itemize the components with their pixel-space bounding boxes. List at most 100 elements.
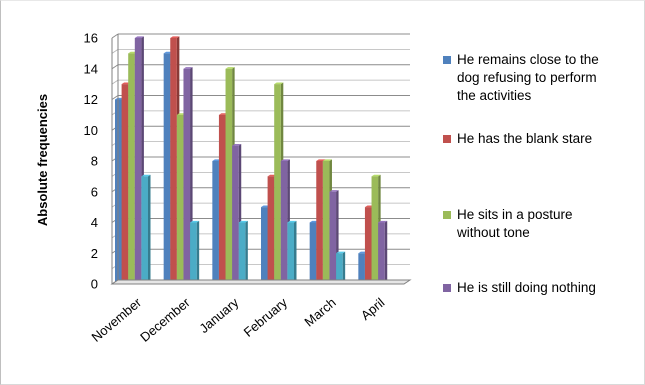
bar-front-face xyxy=(183,68,191,284)
bar-front-face xyxy=(212,161,219,284)
bar-front-face xyxy=(170,38,177,284)
legend-label-line: the activities xyxy=(457,88,532,103)
bar-front-face xyxy=(322,161,330,284)
bar-front-face xyxy=(238,222,246,284)
gridline-side xyxy=(111,49,119,54)
bar-top-face xyxy=(329,190,339,192)
bar-side-face xyxy=(342,251,346,284)
bar-front-face xyxy=(329,191,337,284)
bar-front-face xyxy=(287,222,294,284)
bar-top-face xyxy=(238,220,248,223)
bar-side-face xyxy=(148,174,151,284)
bar-front-face xyxy=(378,222,385,284)
y-axis-title: Absolute frequencies xyxy=(35,94,50,226)
bar-top-face xyxy=(183,67,193,69)
bar-front-face xyxy=(163,53,171,284)
legend-label: He sits in a posture without tone xyxy=(456,207,573,240)
bar-top-face xyxy=(141,174,151,177)
bar-front-face xyxy=(225,68,233,284)
bar-top-face xyxy=(134,36,144,38)
bar-front-face xyxy=(176,114,184,284)
bar-front-face xyxy=(218,114,226,284)
bar-front-face xyxy=(190,222,197,284)
bar-top-face xyxy=(316,159,326,161)
legend-label-line: He sits in a posture xyxy=(457,207,573,222)
bar-top-face xyxy=(190,220,200,223)
bar-top-face xyxy=(371,174,381,177)
legend-item: He is still doing nothing xyxy=(443,280,596,295)
bar-side-face xyxy=(245,220,248,284)
legend-item: He remains close to the dog refusing to p… xyxy=(443,52,599,103)
y-tick-label: 14 xyxy=(84,61,98,76)
x-tick-label: March xyxy=(301,295,338,330)
y-tick-label: 0 xyxy=(91,277,98,292)
legend-label-line: He remains close to the xyxy=(457,52,599,67)
y-tick-label: 6 xyxy=(91,184,98,199)
bar-front-face xyxy=(316,161,323,284)
bar-top-face xyxy=(274,82,284,85)
y-tick-label: 16 xyxy=(84,31,98,46)
bar-top-face xyxy=(170,36,180,38)
bar-front-face xyxy=(261,207,268,284)
gridline-side xyxy=(111,95,119,100)
y-tick-label: 12 xyxy=(84,92,98,107)
bar-top-face xyxy=(232,144,242,146)
bar-side-face xyxy=(384,220,388,284)
legend-label-line: He has the blank stare xyxy=(457,131,592,146)
y-tick-labels: 0 2 4 6 8 10 12 14 16 xyxy=(84,31,98,292)
legend-swatch xyxy=(443,135,451,143)
bar-front-face xyxy=(371,176,379,284)
bar-front-face xyxy=(267,176,275,284)
x-tick-label: February xyxy=(241,294,291,339)
bar-top-face xyxy=(287,220,297,223)
legend-swatch xyxy=(443,284,451,292)
bar-front-face xyxy=(309,222,317,284)
bar xyxy=(336,251,346,284)
gridline-side xyxy=(111,33,119,39)
legend-label: He remains close to the dog refusing to p… xyxy=(457,52,599,103)
x-tick-label: January xyxy=(196,294,241,336)
legend-swatch xyxy=(443,211,451,219)
bars xyxy=(115,36,388,285)
bar-front-face xyxy=(121,84,129,284)
legend-swatch xyxy=(443,56,451,64)
gridline-side xyxy=(111,64,119,70)
legend-label-line: He is still doing nothing xyxy=(457,280,596,295)
legend-label: He is still doing nothing xyxy=(457,280,596,295)
bar-top-face xyxy=(322,159,332,161)
bar xyxy=(287,220,297,284)
x-tick-label: April xyxy=(358,295,388,323)
bar-front-face xyxy=(232,145,239,284)
legend-item: He sits in a posture without tone xyxy=(443,207,573,240)
x-axis-floor xyxy=(110,279,412,285)
legend-label: He has the blank stare xyxy=(457,131,592,146)
bar-front-face xyxy=(336,253,343,284)
bar xyxy=(238,220,248,284)
bar-side-face xyxy=(196,220,200,284)
legend-item: He has the blank stare xyxy=(443,131,592,146)
bar-top-face xyxy=(280,159,290,161)
axes xyxy=(110,34,412,285)
bar xyxy=(190,220,200,284)
bar-front-face xyxy=(358,253,365,284)
x-tick-label: December xyxy=(137,294,193,344)
y-tick-label: 8 xyxy=(91,154,98,169)
bar-top-face xyxy=(225,67,235,69)
legend-label-line: without tone xyxy=(456,225,530,240)
x-tick-label: November xyxy=(89,294,145,344)
bar-side-face xyxy=(294,220,297,284)
y-tick-label: 2 xyxy=(91,246,98,261)
bar xyxy=(378,220,388,284)
y-tick-label: 10 xyxy=(84,123,98,138)
bar-front-face xyxy=(128,53,135,284)
bar-top-face xyxy=(378,220,388,223)
legend: He remains close to the dog refusing to p… xyxy=(443,52,599,295)
bar xyxy=(141,174,151,284)
bar-front-face xyxy=(141,176,148,284)
gridline-side xyxy=(111,79,119,85)
bar-front-face xyxy=(280,161,288,284)
y-tick-label: 4 xyxy=(91,215,98,230)
